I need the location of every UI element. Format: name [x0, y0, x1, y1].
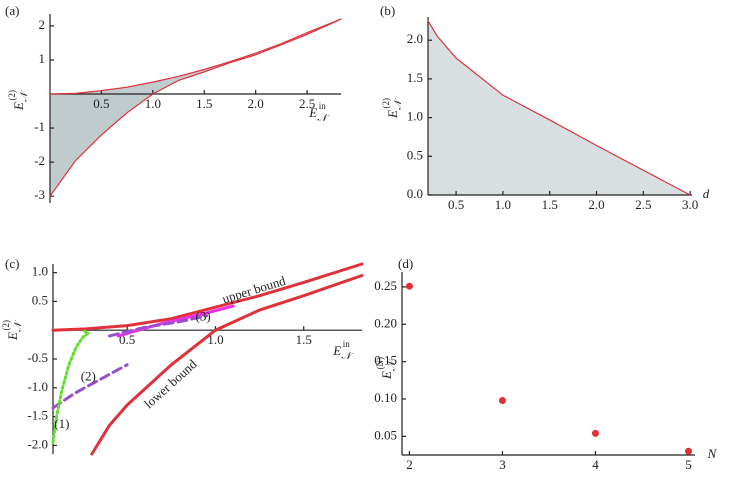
axis-label-sub: 𝒩	[19, 89, 30, 102]
y-tick-label: 0.25	[374, 278, 397, 293]
axis-label-base: E	[308, 105, 317, 120]
x-tick-label: 5	[685, 457, 692, 472]
y-tick-label: 2	[39, 17, 46, 32]
axis-label-sup: (2)	[1, 320, 11, 331]
y-tick-label: -2	[34, 153, 45, 168]
annotation: (3)	[195, 309, 210, 324]
axis-label: E𝒩(2)	[7, 89, 30, 111]
y-tick-label: 1.0	[32, 264, 48, 279]
point	[684, 447, 692, 455]
panel-label: (d)	[398, 256, 413, 271]
axis-label-sub: 𝒩	[13, 319, 24, 332]
curve	[49, 18, 342, 95]
point	[405, 282, 413, 290]
axis-label-base: E	[379, 371, 394, 380]
x-tick-label: 2.0	[588, 197, 604, 212]
axis-label: d	[703, 186, 710, 201]
y-tick-label: 0.0	[407, 186, 423, 201]
y-tick-label: 0.5	[407, 147, 423, 162]
curve	[51, 314, 209, 410]
x-tick-label: 2	[406, 457, 413, 472]
axis-label-base: d	[703, 186, 710, 201]
x-tick-label: 0.5	[448, 197, 464, 212]
x-tick-label: 3.0	[682, 197, 698, 212]
y-tick-label: 1.0	[407, 109, 423, 124]
y-tick-label: -1	[34, 119, 45, 134]
x-tick-label: 3	[499, 457, 506, 472]
y-tick-label: 0.5	[32, 292, 48, 307]
y-tick-label: -0.5	[27, 350, 48, 365]
axis-label-base: E	[11, 102, 26, 111]
point	[498, 396, 506, 404]
curve	[90, 274, 364, 456]
axis-label-sub: 𝒩	[341, 351, 354, 362]
x-tick-label: 0.5	[93, 96, 109, 111]
y-tick-label: -1.5	[27, 408, 48, 423]
annotation: (1)	[54, 416, 69, 431]
axis-label-sub: 𝒩	[393, 97, 404, 110]
x-tick-label: 2.5	[635, 197, 651, 212]
axis-label: E𝒩(N)	[375, 357, 398, 380]
axis-label-sup: in	[319, 101, 327, 111]
panel-label: (b)	[380, 3, 395, 18]
y-tick-label: 1.5	[407, 70, 423, 85]
axis-label: E𝒩in	[308, 101, 330, 124]
curve	[427, 20, 691, 196]
axis-label-sup: in	[343, 339, 351, 349]
axis-label: E𝒩(2)	[381, 97, 404, 119]
annotation: upper bound	[220, 273, 287, 307]
x-tick-label: 1.5	[296, 332, 312, 347]
shaded-region	[50, 19, 341, 197]
axis-label-base: N	[707, 446, 718, 461]
x-tick-label: 1.5	[542, 197, 558, 212]
axis-label-sup: (2)	[7, 90, 17, 101]
y-tick-label: 0.10	[374, 390, 397, 405]
axis-label-sup: (N)	[375, 357, 385, 370]
point	[591, 429, 599, 437]
panel: 2 3 4 5 0.05 0.10 0.15 0.20 0.25	[374, 272, 695, 472]
axis-label-sub: 𝒩	[387, 358, 398, 371]
panel: 0.5 1.0 1.5 2.0 2.5 -3 -2 -1 1 2	[34, 14, 342, 203]
x-tick-label: 1.0	[495, 197, 511, 212]
y-tick-label: -3	[34, 187, 45, 202]
y-tick-label: -1.0	[27, 379, 48, 394]
x-tick-label: 2.5	[299, 96, 315, 111]
panel-label: (a)	[5, 3, 19, 18]
y-tick-label: -2.0	[27, 436, 48, 451]
y-tick-label: 0.15	[374, 353, 397, 368]
x-tick-label: 1.0	[145, 96, 161, 111]
shaded-region	[428, 20, 691, 195]
x-tick-label: 4	[592, 457, 599, 472]
x-tick-label: 2.0	[248, 96, 264, 111]
panel: 0.5 1.0 1.5 2.0 2.5 3.0 0.0 0.5 1.0 1.5 2.0	[407, 17, 698, 212]
axis-label: E𝒩(2)	[1, 319, 24, 341]
curve	[49, 18, 342, 197]
axis-label-sub: 𝒩	[317, 113, 330, 124]
axis-label-sup: (2)	[381, 98, 391, 109]
y-tick-label: 0.05	[374, 427, 397, 442]
axis-label-base: E	[332, 343, 341, 358]
axis-label: E𝒩in	[332, 339, 354, 362]
y-tick-label: 2.0	[407, 31, 423, 46]
x-tick-label: 1.0	[207, 332, 223, 347]
x-tick-label: 1.5	[196, 96, 212, 111]
annotation: (2)	[81, 368, 96, 383]
axis-label-base: E	[385, 110, 400, 119]
axis-label: N	[707, 446, 718, 461]
curve	[51, 262, 364, 332]
curve	[51, 329, 92, 444]
y-tick-label: 1	[39, 51, 46, 66]
panel-label: (c)	[5, 256, 19, 271]
y-tick-label: 0.20	[374, 315, 397, 330]
axis-label-base: E	[5, 332, 20, 341]
